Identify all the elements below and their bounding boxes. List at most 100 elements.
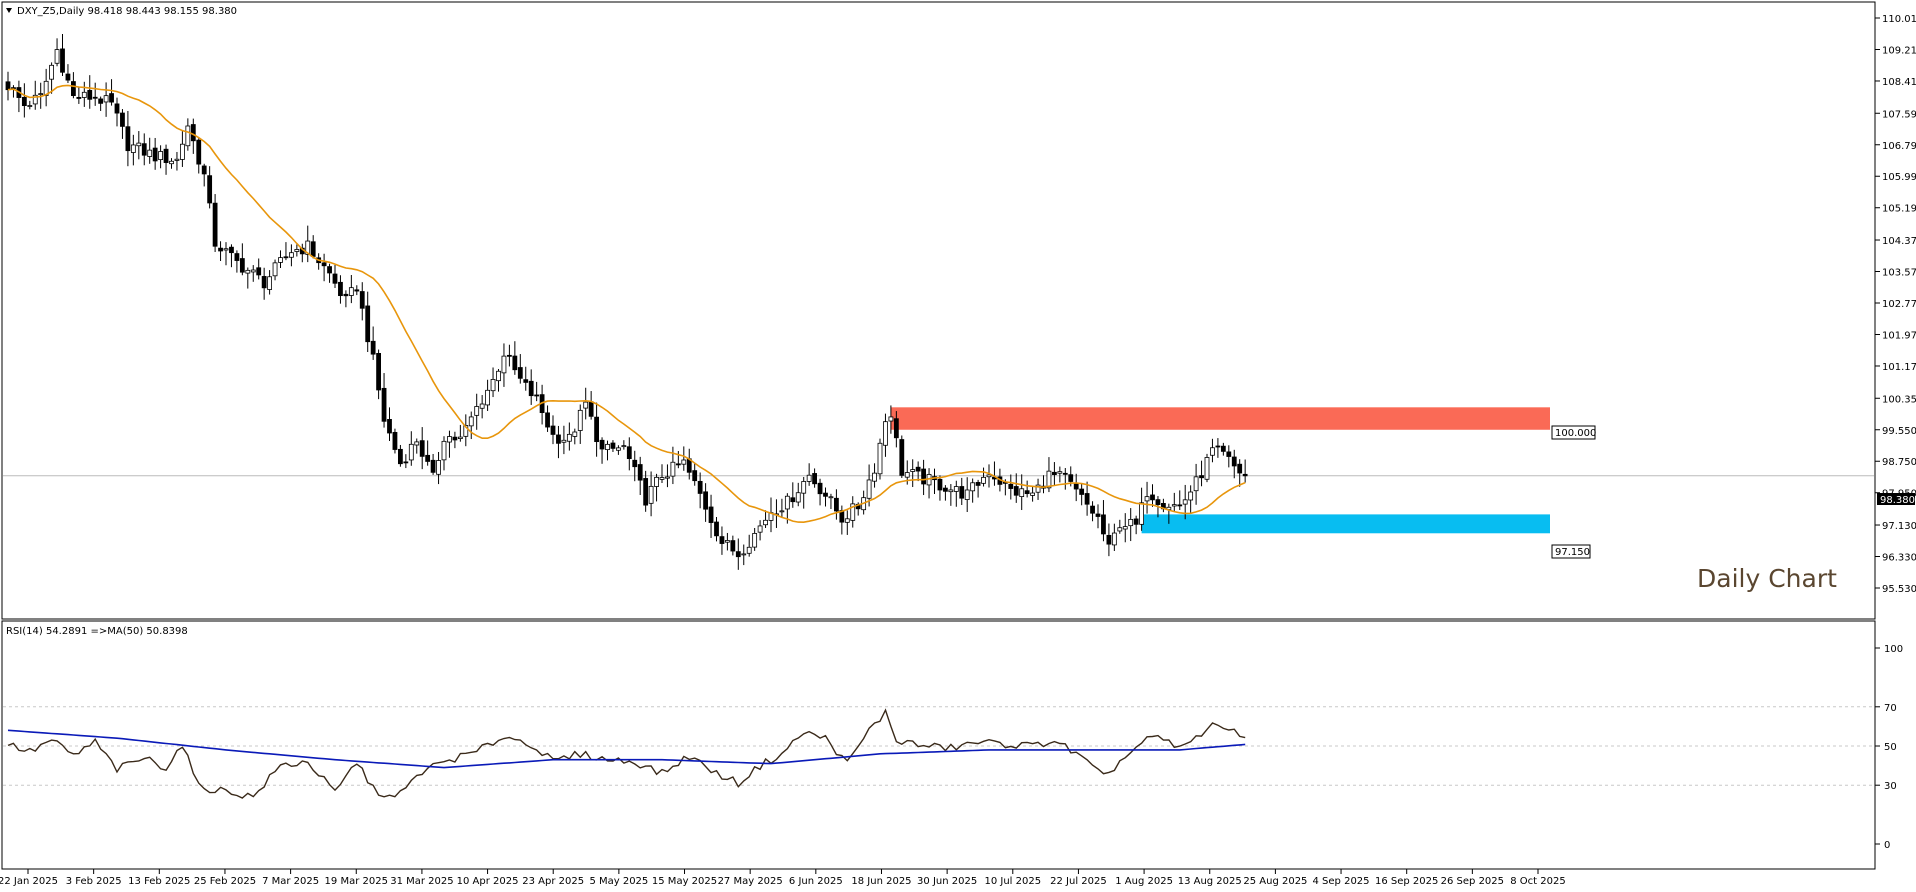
- candle: [545, 405, 550, 432]
- candle: [637, 456, 643, 496]
- rsi-tick-label: 30: [1884, 781, 1897, 792]
- candle: [147, 137, 153, 164]
- candle-body: [141, 143, 147, 156]
- x-axis: 22 Jan 2025 3 Feb 2025 13 Feb 2025 25 Feb 2…: [0, 869, 1566, 887]
- candle: [735, 538, 741, 570]
- candle-body: [21, 96, 27, 107]
- candle: [430, 453, 436, 475]
- candle: [850, 496, 856, 528]
- candle: [610, 440, 616, 452]
- price-ma-line: [7, 84, 1246, 524]
- candle-body: [953, 486, 959, 492]
- candle: [212, 194, 218, 252]
- candle-body: [959, 486, 965, 499]
- candle-body: [354, 289, 360, 292]
- candle: [632, 450, 638, 482]
- candle: [441, 436, 447, 471]
- candle: [1193, 463, 1199, 505]
- candle: [1139, 487, 1144, 531]
- candle: [125, 110, 131, 167]
- candle-body: [441, 440, 447, 461]
- candle-body: [1210, 447, 1215, 456]
- candle-body: [1177, 504, 1183, 507]
- candle-body: [741, 553, 747, 556]
- candle-body: [921, 468, 926, 485]
- candle-body: [114, 103, 120, 114]
- candle: [746, 534, 752, 557]
- candle: [65, 64, 71, 84]
- candle: [975, 479, 981, 498]
- candle-body: [512, 355, 518, 371]
- candle: [283, 242, 289, 261]
- candle-body: [1171, 504, 1177, 507]
- candle-body: [1139, 502, 1144, 525]
- candle-body: [190, 124, 196, 142]
- candle: [381, 373, 387, 428]
- candle: [229, 244, 234, 268]
- candle-body: [823, 492, 828, 497]
- candle: [332, 264, 338, 288]
- candle: [403, 454, 409, 469]
- candle: [534, 381, 540, 402]
- candle-body: [1101, 514, 1106, 535]
- candle-body: [577, 409, 583, 431]
- candle: [1122, 513, 1128, 543]
- candle-body: [158, 151, 164, 161]
- candle-body: [294, 249, 300, 252]
- x-tick-label: 25 Aug 2025: [1243, 876, 1307, 887]
- candle: [1030, 486, 1035, 502]
- candle: [321, 253, 327, 282]
- candle: [27, 100, 33, 110]
- candle-body: [681, 459, 687, 465]
- candle: [496, 368, 501, 392]
- candle: [54, 38, 60, 67]
- candle: [120, 109, 125, 139]
- candle: [730, 535, 736, 556]
- candle-body: [692, 470, 698, 482]
- candle: [1204, 453, 1210, 483]
- candle-body: [697, 480, 703, 494]
- candle-body: [256, 267, 262, 276]
- candle-body: [185, 125, 191, 147]
- candle-body: [103, 95, 109, 103]
- candle-body: [163, 148, 169, 163]
- x-tick-label: 19 Mar 2025: [325, 876, 388, 887]
- candle-body: [5, 81, 11, 91]
- candle-body: [365, 305, 371, 343]
- candle: [1084, 481, 1090, 516]
- price-tick-label: 105.990: [1882, 172, 1916, 183]
- candle-body: [310, 241, 316, 257]
- candle: [468, 411, 474, 440]
- candle: [114, 97, 120, 127]
- candle-body: [201, 165, 207, 175]
- candle: [948, 484, 954, 506]
- candle: [169, 158, 174, 169]
- candle-body: [1231, 456, 1237, 467]
- candle-body: [1030, 492, 1035, 496]
- candle-body: [1237, 463, 1243, 474]
- candle: [779, 498, 785, 518]
- candle: [970, 478, 976, 503]
- candle-body: [250, 269, 256, 273]
- candle: [697, 472, 703, 509]
- candle-body: [1062, 472, 1068, 475]
- candle-body: [1199, 475, 1204, 479]
- candle-body: [981, 476, 986, 484]
- candle-body: [621, 445, 627, 448]
- candle-body: [348, 287, 354, 296]
- candle: [556, 425, 561, 459]
- candle-body: [239, 258, 245, 273]
- collapse-triangle-icon[interactable]: [6, 8, 12, 13]
- candle: [1150, 484, 1155, 507]
- candle: [959, 477, 965, 505]
- candle-body: [207, 175, 213, 204]
- candle-body: [457, 436, 463, 439]
- candle-body: [474, 406, 480, 416]
- candle: [179, 129, 185, 167]
- candle-body: [1079, 488, 1085, 495]
- candle-body: [1008, 483, 1014, 489]
- candle-body: [915, 466, 921, 472]
- candle-body: [343, 293, 349, 297]
- candle: [305, 225, 311, 263]
